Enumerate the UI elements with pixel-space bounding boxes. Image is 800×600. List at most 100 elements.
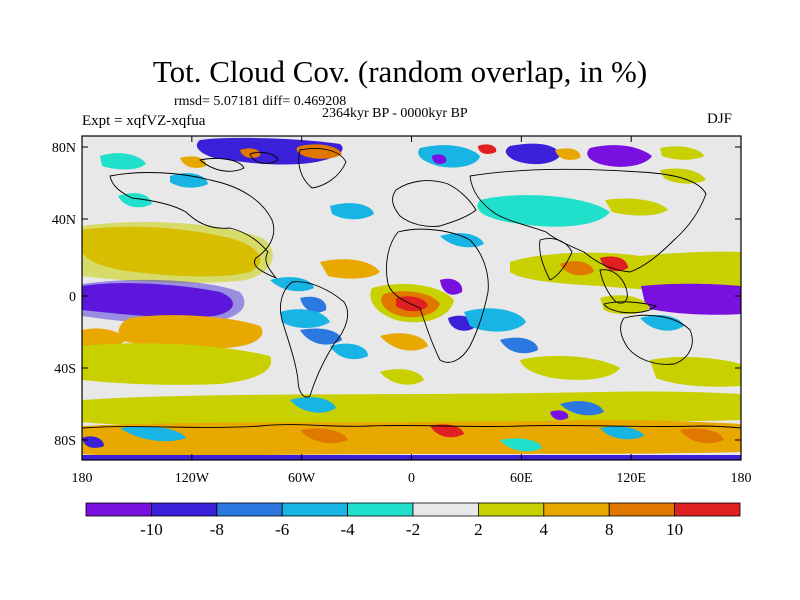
colorbar-label: 4: [540, 520, 549, 539]
colorbar-swatch: [281, 502, 349, 517]
colorbar: [85, 502, 741, 517]
lon-label: 180: [72, 471, 93, 486]
coastline-southeast-asia: [599, 269, 628, 304]
colorbar-label: -6: [275, 520, 289, 539]
anomaly-patch: [120, 426, 186, 442]
coastline-south-america: [280, 281, 348, 398]
anomaly-patch: [330, 343, 368, 360]
lat-label: 40S: [54, 362, 76, 377]
anomaly-patch: [280, 309, 330, 328]
lat-label: 40N: [52, 213, 76, 228]
experiment-label: Expt = xqfVZ-xqfua: [82, 113, 206, 129]
anomaly-patch: [270, 277, 314, 292]
anomaly-patch: [587, 145, 652, 167]
anomaly-patch: [560, 401, 604, 416]
anomaly-patch: [240, 148, 261, 158]
season-label: DJF: [707, 111, 733, 127]
anomaly-patch: [296, 144, 342, 159]
anomaly-patch: [170, 173, 208, 188]
colorbar-swatch: [477, 502, 545, 517]
anomaly-patch: [500, 337, 538, 354]
lon-label: 120E: [616, 471, 646, 486]
colorbar-label: 10: [666, 520, 683, 539]
anomaly-patch: [290, 397, 336, 413]
colorbar-label: -8: [210, 520, 224, 539]
anomaly-patch: [555, 148, 581, 160]
colorbar-swatch: [412, 502, 479, 517]
anomaly-patch: [418, 145, 480, 168]
anomaly-patch: [680, 428, 724, 444]
lat-label: 0: [69, 290, 76, 305]
anomaly-patch: [300, 328, 342, 345]
colorbar-label: 8: [605, 520, 614, 539]
anomaly-patch: [196, 137, 343, 165]
map-title: Tot. Cloud Cov. (random overlap, in %): [152, 54, 648, 89]
anomaly-field: [82, 136, 741, 460]
coastline-europe: [392, 180, 477, 227]
anomaly-patch: [300, 296, 327, 313]
lat-label: 80S: [54, 434, 76, 449]
anomaly-patch: [430, 424, 464, 438]
lat-labels: 80N 40N 0 40S 80S: [52, 141, 76, 449]
coastline-greenland: [298, 148, 347, 189]
anomaly-patch: [330, 203, 374, 220]
lon-label: 60E: [510, 471, 533, 486]
colorbar-label: -4: [341, 520, 356, 539]
colorbar-label: -2: [406, 520, 420, 539]
anomaly-patch: [82, 420, 741, 456]
coastline-arctic-islands: [199, 151, 279, 172]
lon-label: 0: [408, 471, 415, 486]
anomaly-patch: [82, 328, 126, 349]
anomaly-patch: [500, 438, 542, 452]
anomaly-patch: [118, 315, 263, 349]
anomaly-patch: [600, 256, 628, 272]
anomaly-patch: [380, 369, 424, 385]
anomaly-patch: [300, 428, 348, 444]
colorbar-swatch: [150, 502, 218, 517]
y-ticks: [82, 146, 741, 441]
lat-label: 80N: [52, 141, 76, 156]
lon-label: 180: [731, 471, 752, 486]
colorbar-swatch: [347, 502, 414, 517]
anomaly-patch: [82, 283, 233, 318]
coastline-india: [539, 238, 573, 281]
lon-label: 60W: [288, 471, 316, 486]
coastline-asia: [469, 168, 707, 273]
coastlines: [82, 148, 741, 429]
anomaly-patch: [478, 144, 497, 154]
coastline-north-america: [109, 172, 278, 280]
anomaly-patch: [118, 193, 152, 208]
coastline-antarctica: [82, 424, 741, 429]
colorbar-swatch: [608, 502, 676, 517]
lon-label: 120W: [175, 471, 210, 486]
anomaly-patch: [640, 315, 684, 331]
x-ticks: [81, 136, 742, 460]
lon-labels: 180 120W 60W 0 60E 120E 180: [72, 471, 752, 486]
anomaly-patch: [180, 156, 207, 168]
coastline-indonesia: [603, 301, 657, 314]
coastline-africa: [386, 228, 489, 363]
anomaly-patch: [505, 143, 560, 165]
anomaly-patch: [320, 259, 380, 279]
anomaly-patch: [560, 261, 594, 276]
colorbar-swatch: [543, 502, 610, 517]
anomaly-patch: [660, 146, 704, 160]
anomaly-patch: [440, 278, 463, 295]
anomaly-patch: [605, 198, 668, 216]
colorbar-labels: -10 -8 -6 -4 -2 2 4 8 10: [140, 520, 683, 539]
coastline-australia: [620, 314, 693, 365]
colorbar-label: -10: [140, 520, 163, 539]
anomaly-patch: [641, 283, 741, 315]
anomaly-patch: [82, 222, 273, 283]
anomaly-patch: [600, 426, 644, 440]
colorbar-swatch: [674, 502, 741, 517]
anomaly-patch: [464, 308, 526, 332]
anomaly-patch: [82, 279, 245, 324]
colorbar-swatch: [85, 502, 152, 517]
anomaly-patch: [550, 410, 569, 420]
anomaly-patch: [82, 391, 741, 425]
anomaly-patch: [82, 343, 272, 385]
anomaly-patch: [432, 154, 447, 164]
stats-line: rmsd= 5.07181 diff= 0.469208: [174, 94, 347, 109]
